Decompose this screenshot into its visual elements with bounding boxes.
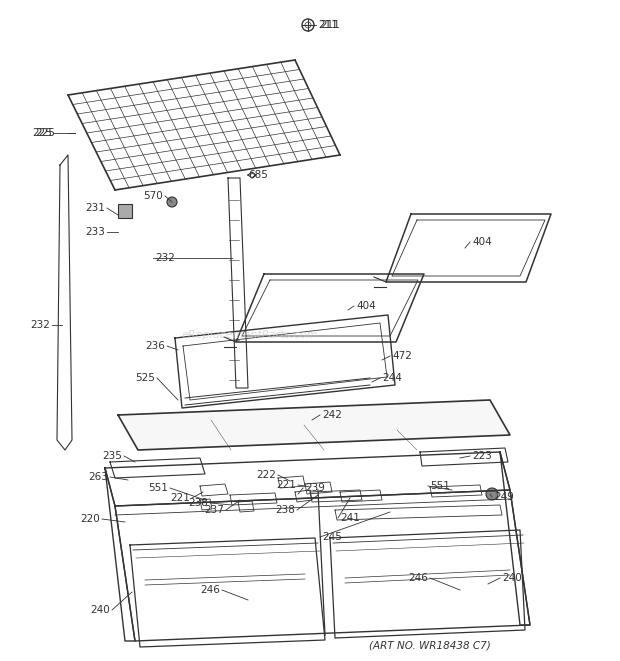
Text: 404: 404 bbox=[472, 237, 492, 247]
Circle shape bbox=[167, 197, 177, 207]
Bar bbox=[118, 204, 132, 218]
Text: 245: 245 bbox=[322, 532, 342, 542]
Text: eReplacementParts.com: eReplacementParts.com bbox=[182, 330, 318, 340]
Text: 239: 239 bbox=[305, 483, 325, 493]
Text: 235: 235 bbox=[102, 451, 122, 461]
Text: (ART NO. WR18438 C7): (ART NO. WR18438 C7) bbox=[369, 640, 491, 650]
Text: 263: 263 bbox=[88, 472, 108, 482]
Polygon shape bbox=[118, 400, 510, 450]
Text: 238: 238 bbox=[275, 505, 295, 515]
Text: 246: 246 bbox=[200, 585, 220, 595]
Text: 240: 240 bbox=[91, 605, 110, 615]
Circle shape bbox=[486, 488, 498, 500]
Text: 242: 242 bbox=[322, 410, 342, 420]
Text: 221: 221 bbox=[170, 493, 190, 503]
Text: 223: 223 bbox=[472, 451, 492, 461]
Text: 404: 404 bbox=[356, 301, 376, 311]
Text: 570: 570 bbox=[143, 191, 163, 201]
Text: 525: 525 bbox=[135, 373, 155, 383]
Text: 249: 249 bbox=[494, 492, 514, 502]
Text: 240: 240 bbox=[502, 573, 522, 583]
Text: 211: 211 bbox=[318, 20, 338, 30]
Text: 244: 244 bbox=[382, 373, 402, 383]
Text: 241: 241 bbox=[340, 513, 360, 523]
Text: 236: 236 bbox=[145, 341, 165, 351]
Text: 551: 551 bbox=[148, 483, 168, 493]
Text: 211: 211 bbox=[320, 20, 340, 30]
Text: 220: 220 bbox=[80, 514, 100, 524]
Text: 238: 238 bbox=[188, 498, 208, 508]
Text: 231: 231 bbox=[85, 203, 105, 213]
Text: 551: 551 bbox=[430, 481, 450, 491]
Text: 232: 232 bbox=[30, 320, 50, 330]
Text: 237: 237 bbox=[204, 505, 224, 515]
Text: 246: 246 bbox=[408, 573, 428, 583]
Text: 685: 685 bbox=[248, 170, 268, 180]
Text: 225: 225 bbox=[35, 128, 55, 138]
Text: 472: 472 bbox=[392, 351, 412, 361]
Text: 221: 221 bbox=[276, 480, 296, 490]
Text: 222: 222 bbox=[256, 470, 276, 480]
Text: 225: 225 bbox=[32, 128, 52, 138]
Text: 232: 232 bbox=[155, 253, 175, 263]
Text: 233: 233 bbox=[85, 227, 105, 237]
